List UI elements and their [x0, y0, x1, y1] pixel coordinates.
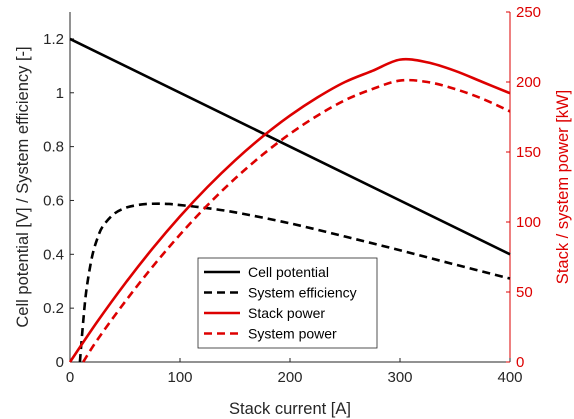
- right-y-axis-ticks: 0 50 100 150 200 250: [506, 4, 541, 371]
- right-y-tick-label: 50: [516, 284, 533, 301]
- x-axis-title: Stack current [A]: [229, 400, 351, 418]
- system-efficiency-line: [78, 202, 511, 363]
- legend-entries: Cell potential System efficiency Stack pow…: [204, 264, 357, 342]
- system-power-line: [82, 78, 511, 363]
- x-tick-label: 200: [277, 369, 302, 386]
- x-tick-label: 0: [66, 369, 74, 386]
- left-y-tick-label: 0: [56, 354, 64, 371]
- x-tick-label: 400: [497, 369, 522, 386]
- x-tick-label: 100: [167, 369, 192, 386]
- right-y-tick-label: 200: [516, 74, 541, 91]
- left-y-tick-label: 0.8: [43, 139, 64, 156]
- left-y-axis-ticks: 0 0.2 0.4 0.6 0.8 1 1.2: [43, 31, 74, 371]
- legend-label-system-power: System power: [248, 326, 337, 342]
- left-y-tick-label: 1: [56, 85, 64, 102]
- legend: Cell potential System efficiency Stack pow…: [197, 257, 378, 349]
- x-tick-label: 300: [387, 369, 412, 386]
- right-y-tick-label: 250: [516, 4, 541, 21]
- legend-label-stack-power: Stack power: [248, 305, 325, 321]
- x-axis-ticks: 0 100 200 300 400: [66, 358, 523, 386]
- right-y-tick-label: 150: [516, 144, 541, 161]
- left-y-tick-label: 0.4: [43, 246, 64, 263]
- stack-power-line: [68, 57, 511, 363]
- right-y-tick-label: 100: [516, 214, 541, 231]
- series-layer: [68, 37, 511, 363]
- right-y-axis-title: Stack / system power [kW]: [554, 90, 572, 284]
- left-y-tick-label: 0.2: [43, 300, 64, 317]
- right-y-tick-label: 0: [516, 354, 524, 371]
- left-y-axis-title: Cell potential [V] / System efficiency […: [14, 46, 32, 327]
- cell-potential-line: [69, 37, 511, 256]
- legend-label-system-efficiency: System efficiency: [248, 285, 357, 301]
- left-y-tick-label: 1.2: [43, 31, 64, 48]
- legend-label-cell-potential: Cell potential: [248, 264, 329, 280]
- left-y-tick-label: 0.6: [43, 192, 64, 209]
